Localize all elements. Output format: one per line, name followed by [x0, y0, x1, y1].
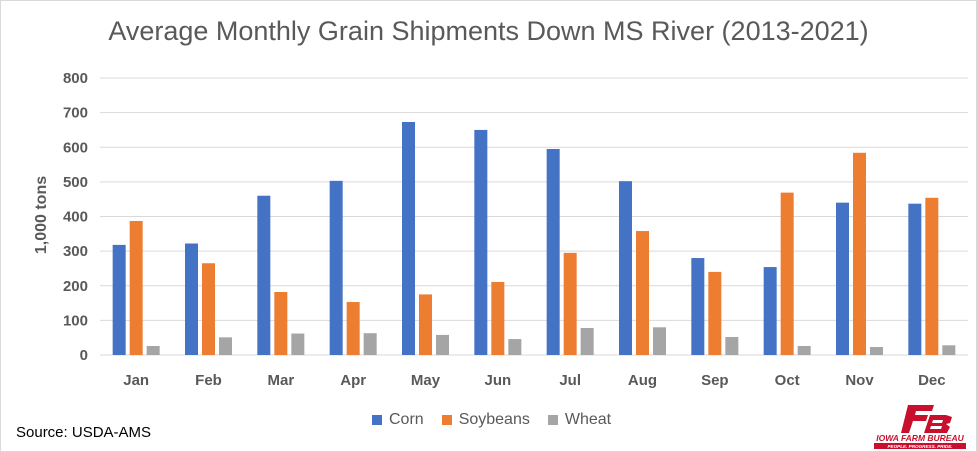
bar-corn-apr: [329, 180, 343, 355]
logo-org-name: IOWA FARM BUREAU: [876, 433, 964, 443]
bar-corn-feb: [185, 243, 198, 355]
source-note: Source: USDA-AMS: [16, 424, 152, 441]
chart-title: Average Monthly Grain Shipments Down MS …: [108, 16, 869, 46]
bar-wheat-jun: [508, 339, 522, 355]
x-tick-label: May: [411, 372, 441, 389]
legend-swatch-corn: [372, 415, 382, 425]
y-tick-label: 200: [63, 278, 88, 295]
x-tick-label: Dec: [918, 372, 946, 389]
x-tick-label: Jul: [559, 372, 581, 389]
bar-soybeans-sep: [708, 271, 722, 355]
x-tick-label: Sep: [701, 372, 729, 389]
bar-wheat-jul: [580, 327, 594, 355]
farm-bureau-fb-icon: [901, 405, 952, 433]
legend-item-soybeans: Soybeans: [441, 411, 530, 429]
bar-wheat-dec: [942, 345, 956, 355]
bar-soybeans-jun: [491, 281, 505, 355]
bar-soybeans-nov: [853, 152, 866, 355]
logo-tagline-band: [874, 443, 966, 449]
bar-corn-jan: [112, 244, 126, 355]
legend: Corn Soybeans Wheat: [372, 411, 629, 429]
bar-wheat-sep: [725, 336, 739, 355]
bar-soybeans-apr: [346, 302, 360, 355]
bar-wheat-feb: [219, 337, 232, 355]
bar-wheat-aug: [653, 327, 666, 355]
bar-corn-aug: [619, 181, 632, 355]
bar-soybeans-may: [419, 294, 432, 355]
bar-corn-mar: [257, 195, 271, 355]
y-tick-label: 400: [63, 209, 88, 226]
x-tick-label: Jan: [123, 372, 149, 389]
bar-corn-nov: [836, 202, 849, 355]
x-tick-label: Feb: [195, 372, 222, 389]
legend-item-wheat: Wheat: [547, 411, 612, 429]
bar-corn-oct: [763, 267, 777, 355]
bar-wheat-jan: [146, 345, 160, 355]
x-tick-label: Oct: [775, 372, 800, 389]
legend-label-wheat: Wheat: [564, 411, 612, 428]
y-tick-label: 500: [63, 174, 88, 191]
bar-wheat-may: [436, 334, 449, 355]
bar-wheat-nov: [870, 347, 883, 355]
logo-tagline: PEOPLE. PROGRESS. PRIDE.: [887, 444, 952, 449]
x-tick-label: Nov: [845, 372, 874, 389]
legend-swatch-wheat: [547, 415, 558, 425]
bar-soybeans-jul: [563, 252, 577, 355]
legend-label-soybeans: Soybeans: [458, 411, 530, 428]
y-tick-label: 800: [63, 70, 88, 87]
legend-item-corn: Corn: [372, 411, 424, 429]
x-tick-label: Aug: [628, 372, 657, 389]
bar-wheat-oct: [797, 345, 811, 355]
bar-wheat-mar: [291, 333, 305, 355]
bar-soybeans-aug: [636, 231, 649, 355]
y-tick-label: 600: [63, 139, 88, 156]
y-tick-label: 100: [63, 312, 88, 329]
bar-corn-may: [402, 121, 415, 355]
x-tick-label: Mar: [267, 372, 294, 389]
x-tick-label: Jun: [484, 372, 511, 389]
bar-corn-jul: [546, 148, 560, 355]
bar-soybeans-dec: [925, 197, 939, 355]
bar-wheat-apr: [363, 333, 377, 355]
bar-soybeans-oct: [780, 192, 794, 355]
y-tick-label: 300: [63, 243, 88, 260]
legend-swatch-soybeans: [441, 415, 452, 425]
legend-label-corn: Corn: [389, 411, 424, 428]
bar-corn-sep: [691, 258, 705, 355]
y-tick-label: 0: [80, 347, 88, 364]
bar-corn-dec: [908, 203, 922, 355]
bar-corn-jun: [474, 129, 488, 355]
y-tick-label: 700: [63, 105, 88, 122]
bar-soybeans-mar: [274, 291, 288, 355]
x-tick-label: Apr: [340, 372, 366, 389]
bar-soybeans-feb: [202, 263, 215, 355]
bar-soybeans-jan: [129, 221, 143, 355]
iowa-farm-bureau-logo: IOWA FARM BUREAU PEOPLE. PROGRESS. PRIDE…: [874, 405, 966, 449]
